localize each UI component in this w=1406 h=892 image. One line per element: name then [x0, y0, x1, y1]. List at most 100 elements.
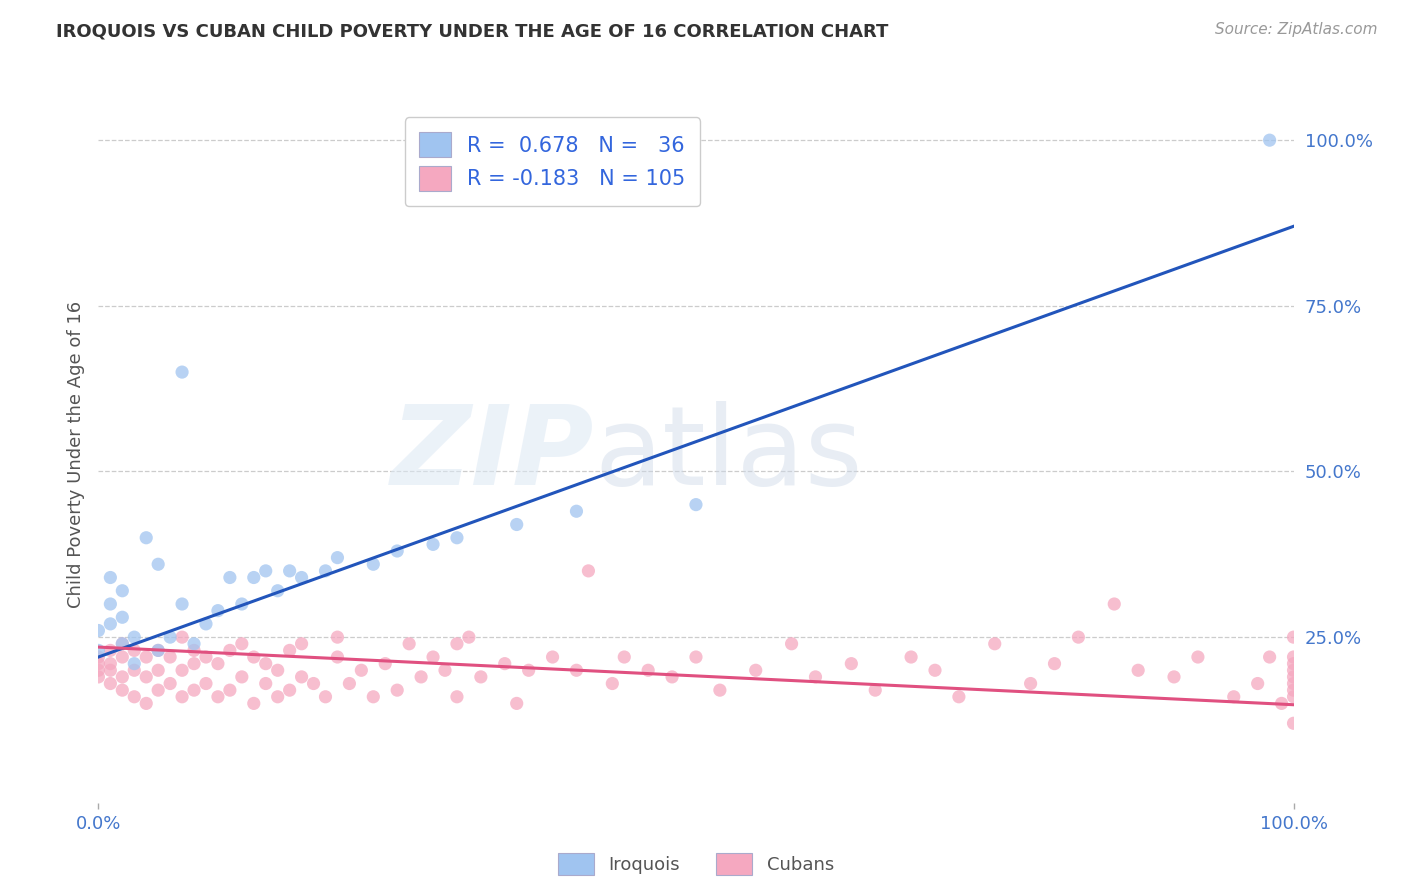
Point [291, 637, 314, 651]
Point [87, 670, 110, 684]
Point [111, 637, 134, 651]
Point [602, 676, 624, 690]
Point [124, 643, 146, 657]
Point [219, 570, 242, 584]
Point [183, 657, 205, 671]
Point [984, 637, 1007, 651]
Point [541, 650, 564, 665]
Point [804, 670, 827, 684]
Point [207, 690, 229, 704]
Point [685, 498, 707, 512]
Point [278, 643, 301, 657]
Point [326, 630, 349, 644]
Point [576, 564, 599, 578]
Point [267, 583, 290, 598]
Point [231, 670, 253, 684]
Point [517, 663, 540, 677]
Point [1282, 650, 1305, 665]
Point [1271, 697, 1294, 711]
Point [111, 650, 134, 665]
Point [363, 558, 385, 572]
Point [135, 650, 157, 665]
Point [172, 663, 194, 677]
Point [148, 683, 170, 698]
Point [315, 690, 337, 704]
Point [1282, 630, 1305, 644]
Point [291, 670, 314, 684]
Point [194, 616, 218, 631]
Point [637, 663, 659, 677]
Point [111, 670, 134, 684]
Point [458, 630, 481, 644]
Point [98, 616, 122, 631]
Point [1102, 597, 1125, 611]
Point [1222, 690, 1246, 704]
Point [1282, 676, 1305, 690]
Point [350, 663, 373, 677]
Point [841, 657, 863, 671]
Point [219, 683, 242, 698]
Point [172, 597, 194, 611]
Point [446, 637, 468, 651]
Point [1128, 663, 1150, 677]
Point [159, 630, 181, 644]
Point [194, 676, 218, 690]
Point [494, 657, 516, 671]
Point [1258, 650, 1281, 665]
Point [565, 504, 588, 518]
Point [194, 650, 218, 665]
Point [267, 663, 290, 677]
Point [433, 663, 456, 677]
Point [98, 657, 122, 671]
Text: Source: ZipAtlas.com: Source: ZipAtlas.com [1215, 22, 1378, 37]
Point [291, 570, 314, 584]
Point [385, 683, 409, 698]
Point [243, 650, 266, 665]
Point [470, 670, 492, 684]
Point [254, 564, 277, 578]
Legend: Iroquois, Cubans: Iroquois, Cubans [548, 844, 844, 884]
Point [159, 650, 181, 665]
Point [254, 676, 277, 690]
Point [267, 690, 290, 704]
Point [315, 564, 337, 578]
Point [278, 683, 301, 698]
Point [1282, 670, 1305, 684]
Point [302, 676, 325, 690]
Point [1067, 630, 1090, 644]
Point [98, 597, 122, 611]
Point [780, 637, 803, 651]
Point [326, 650, 349, 665]
Point [900, 650, 922, 665]
Y-axis label: Child Poverty Under the Age of 16: Child Poverty Under the Age of 16 [66, 301, 84, 608]
Point [87, 663, 110, 677]
Point [148, 558, 170, 572]
Point [159, 676, 181, 690]
Point [1282, 690, 1305, 704]
Point [231, 597, 253, 611]
Point [661, 670, 683, 684]
Point [385, 544, 409, 558]
Point [565, 663, 588, 677]
Point [87, 657, 110, 671]
Point [172, 630, 194, 644]
Point [506, 517, 529, 532]
Point [446, 690, 468, 704]
Point [1282, 657, 1305, 671]
Text: IROQUOIS VS CUBAN CHILD POVERTY UNDER THE AGE OF 16 CORRELATION CHART: IROQUOIS VS CUBAN CHILD POVERTY UNDER TH… [56, 22, 889, 40]
Point [1187, 650, 1209, 665]
Point [87, 650, 110, 665]
Point [339, 676, 360, 690]
Point [207, 604, 229, 618]
Point [411, 670, 433, 684]
Point [446, 531, 468, 545]
Point [98, 663, 122, 677]
Point [172, 690, 194, 704]
Point [506, 697, 529, 711]
Point [183, 643, 205, 657]
Point [1246, 676, 1268, 690]
Point [135, 531, 157, 545]
Point [1258, 133, 1281, 147]
Point [183, 683, 205, 698]
Point [422, 650, 444, 665]
